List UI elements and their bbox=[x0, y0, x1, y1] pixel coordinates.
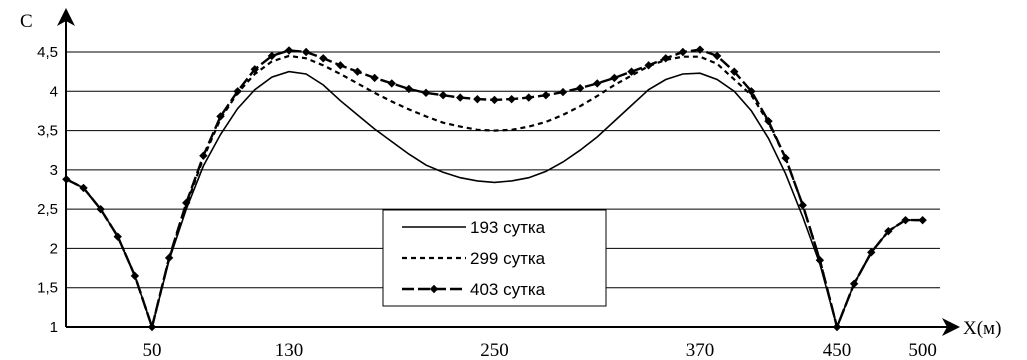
data-point-marker bbox=[199, 151, 208, 160]
data-point-marker bbox=[301, 47, 311, 57]
data-point-marker bbox=[216, 112, 225, 121]
y-tick-label: 2 bbox=[50, 240, 58, 257]
y-axis-title: C bbox=[20, 11, 33, 32]
data-point-marker bbox=[370, 73, 379, 83]
data-point-marker bbox=[610, 73, 619, 83]
y-tick-label: 2,5 bbox=[37, 201, 58, 218]
data-point-marker bbox=[438, 91, 448, 100]
data-point-marker bbox=[832, 322, 842, 332]
y-tick-label: 1,5 bbox=[37, 280, 58, 297]
series-1 bbox=[66, 70, 923, 330]
data-point-marker bbox=[353, 67, 362, 76]
data-point-marker bbox=[867, 248, 876, 257]
data-point-marker bbox=[96, 204, 105, 214]
data-point-marker bbox=[849, 279, 859, 288]
data-point-marker bbox=[798, 201, 807, 210]
data-point-marker bbox=[421, 88, 431, 98]
data-point-marker bbox=[456, 93, 465, 102]
data-point-marker bbox=[678, 47, 688, 57]
y-tick-label: 1 bbox=[50, 319, 58, 336]
data-point-marker bbox=[730, 67, 739, 76]
data-point-marker bbox=[695, 45, 705, 54]
legend-label: 193 сутка bbox=[470, 218, 546, 237]
data-point-marker bbox=[147, 322, 157, 332]
y-tick-label: 3 bbox=[50, 162, 58, 179]
x-tick-label: 130 bbox=[275, 340, 304, 360]
data-point-marker bbox=[79, 183, 88, 193]
data-point-marker bbox=[747, 87, 756, 96]
data-point-marker bbox=[387, 79, 396, 88]
data-point-marker bbox=[558, 87, 568, 97]
data-point-marker bbox=[524, 93, 533, 102]
data-point-marker bbox=[404, 84, 414, 94]
x-axis-arrow bbox=[942, 318, 960, 336]
legend-label: 299 сутка bbox=[470, 249, 546, 268]
y-tick-label: 4,5 bbox=[37, 44, 58, 61]
x-tick-label: 450 bbox=[823, 340, 852, 360]
data-point-marker bbox=[250, 65, 259, 74]
x-tick-label: 250 bbox=[480, 340, 509, 360]
data-point-marker bbox=[781, 153, 790, 163]
data-point-marker bbox=[815, 256, 825, 265]
data-point-marker bbox=[541, 91, 551, 100]
data-point-marker bbox=[319, 54, 328, 63]
data-point-marker bbox=[284, 46, 294, 55]
data-point-marker bbox=[267, 51, 277, 61]
data-point-marker bbox=[901, 215, 910, 225]
x-tick-label: 370 bbox=[686, 340, 715, 360]
data-point-marker bbox=[575, 83, 585, 93]
data-point-marker bbox=[182, 198, 191, 208]
data-point-marker bbox=[164, 253, 174, 263]
series-3 bbox=[62, 45, 927, 332]
data-point-marker bbox=[336, 61, 345, 70]
data-point-marker bbox=[764, 116, 773, 126]
y-tick-label: 3,5 bbox=[37, 123, 58, 140]
axes bbox=[57, 8, 960, 336]
y-tick-label: 4 bbox=[50, 83, 58, 100]
x-tick-label: 50 bbox=[143, 340, 162, 360]
legend: 193 сутка 299 сутка 403 сутка bbox=[382, 209, 607, 307]
data-point-marker bbox=[627, 67, 636, 76]
data-point-marker bbox=[490, 95, 499, 105]
data-point-marker bbox=[661, 54, 670, 63]
y-tick-labels: 1 1,5 2 2,5 3 3,5 4 4,5 bbox=[37, 44, 58, 336]
data-point-marker bbox=[233, 87, 242, 96]
data-point-marker bbox=[884, 226, 893, 236]
data-point-marker bbox=[130, 271, 140, 281]
data-point-marker bbox=[473, 94, 482, 104]
data-point-marker bbox=[62, 175, 71, 184]
series-group bbox=[62, 45, 927, 332]
series-line bbox=[66, 70, 923, 330]
data-point-marker bbox=[429, 284, 439, 294]
data-point-marker bbox=[712, 51, 722, 61]
x-tick-labels: 50 130 250 370 450 500 bbox=[143, 340, 937, 360]
y-axis-arrow bbox=[57, 8, 75, 26]
legend-label: 403 сутка bbox=[470, 280, 546, 299]
x-tick-label: 500 bbox=[908, 340, 937, 360]
data-point-marker bbox=[918, 215, 927, 225]
data-point-marker bbox=[644, 61, 653, 70]
data-point-marker bbox=[593, 79, 602, 88]
x-axis-title: X(м) bbox=[963, 318, 1001, 339]
data-point-marker bbox=[113, 232, 122, 241]
data-point-marker bbox=[507, 94, 516, 104]
